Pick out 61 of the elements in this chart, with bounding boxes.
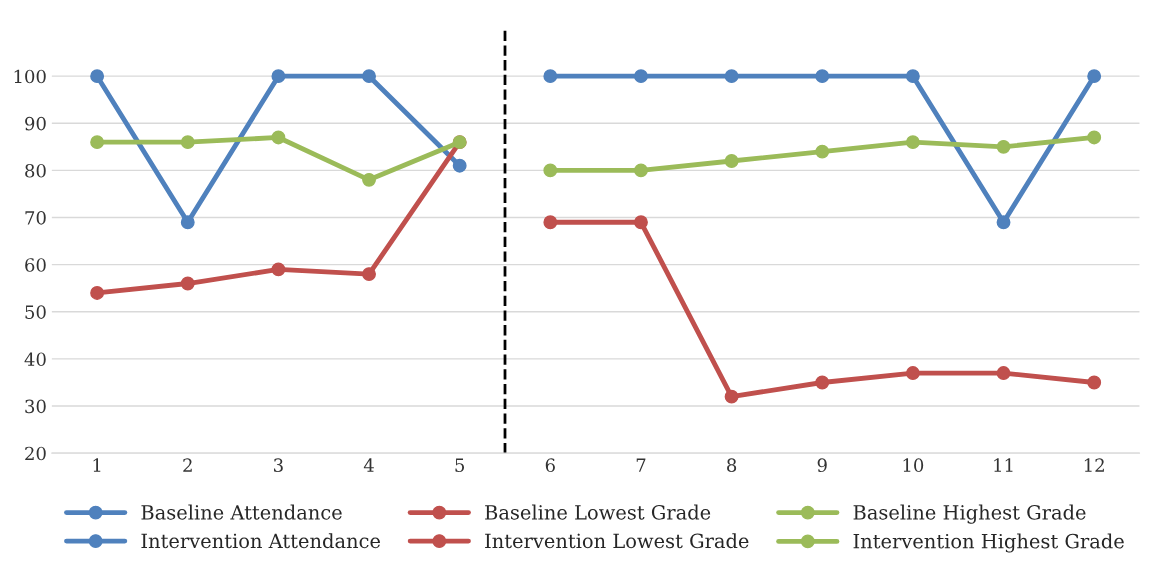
point — [724, 69, 739, 84]
y-tick-label: 40 — [24, 352, 46, 367]
point — [634, 163, 648, 178]
point — [996, 366, 1011, 381]
point — [724, 389, 739, 404]
x-tick-label: 4 — [363, 458, 374, 472]
point — [1087, 130, 1102, 145]
point — [90, 69, 105, 84]
legend-label: Baseline Highest Grade — [853, 504, 1086, 524]
point — [180, 135, 195, 150]
point — [543, 215, 558, 230]
point — [634, 69, 648, 84]
point — [543, 69, 558, 84]
point — [1087, 375, 1102, 390]
x-tick-label: 8 — [727, 458, 737, 473]
y-tick-label: 90 — [25, 116, 46, 131]
legend-label: Intervention Attendance — [141, 533, 381, 549]
point — [905, 366, 920, 381]
legend-label: Baseline Lowest Grade — [485, 504, 711, 520]
point — [996, 139, 1011, 154]
x-tick-label: 6 — [545, 458, 555, 473]
point — [724, 154, 739, 168]
x-tick-label: 7 — [636, 458, 646, 472]
point — [815, 69, 830, 84]
point — [362, 172, 376, 187]
point — [905, 135, 920, 150]
legend-label: Intervention Lowest Grade — [485, 533, 749, 549]
point — [996, 215, 1011, 230]
x-tick-label: 11 — [994, 458, 1013, 472]
point — [815, 144, 830, 159]
point — [180, 215, 195, 230]
point — [90, 286, 105, 300]
y-tick-label: 60 — [25, 258, 46, 272]
x-tick-label: 12 — [1084, 458, 1104, 472]
x-tick-label: 9 — [817, 458, 827, 473]
point — [180, 276, 195, 291]
y-tick-label: 30 — [25, 399, 46, 414]
point — [815, 375, 830, 390]
point — [362, 267, 376, 282]
point — [271, 262, 286, 277]
y-tick-label: 100 — [14, 69, 46, 84]
point — [271, 69, 286, 84]
legend-label: Intervention Highest Grade — [853, 533, 1124, 553]
y-tick-label: 20 — [25, 446, 46, 461]
y-tick-label: 70 — [25, 211, 46, 225]
y-tick-label: 50 — [25, 305, 46, 319]
x-tick-label: 5 — [455, 458, 465, 473]
point — [905, 69, 920, 84]
legend-label: Baseline Attendance — [141, 504, 342, 520]
point — [452, 158, 467, 173]
y-tick-label: 80 — [25, 163, 46, 178]
x-tick-label: 10 — [903, 458, 924, 473]
point — [271, 130, 286, 145]
point — [634, 215, 648, 230]
point — [1087, 69, 1102, 84]
x-tick-label: 3 — [274, 458, 283, 473]
point — [543, 163, 558, 178]
x-tick-label: 1 — [93, 458, 101, 472]
point — [90, 135, 105, 150]
point — [362, 69, 376, 84]
x-tick-label: 2 — [183, 458, 192, 472]
